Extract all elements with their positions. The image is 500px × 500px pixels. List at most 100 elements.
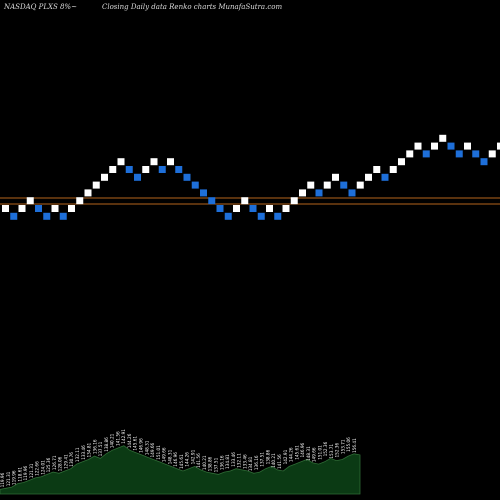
renko-brick-up (290, 197, 298, 205)
renko-brick-up (150, 158, 158, 166)
renko-brick-down (472, 150, 480, 158)
price-label: 148.31 (144, 440, 149, 455)
renko-brick-down (274, 212, 282, 220)
renko-brick-up (76, 197, 84, 205)
price-label: 156.41 (352, 438, 357, 453)
renko-brick-up (101, 173, 108, 181)
renko-brick-down (208, 197, 216, 205)
price-label: 130.76 (69, 452, 74, 467)
renko-brick-down (183, 173, 191, 181)
renko-brick-down (216, 205, 224, 212)
renko-brick-up (282, 205, 290, 212)
price-label: 125.36 (46, 457, 51, 472)
renko-brick-up (241, 197, 249, 205)
price-label: 119.96 (0, 472, 5, 487)
price-label: 126.71 (52, 455, 57, 470)
price-label: 136.16 (254, 455, 259, 470)
renko-brick-down (224, 212, 232, 220)
renko-brick-up (373, 166, 381, 173)
price-label: 155.06 (346, 437, 351, 452)
renko-brick-down (158, 166, 166, 173)
renko-brick-down (43, 212, 51, 220)
renko-brick-up (464, 142, 471, 150)
renko-brick-up (398, 158, 405, 166)
price-label: 144.26 (127, 433, 132, 448)
renko-brick-up (68, 205, 75, 212)
renko-brick-down (447, 142, 455, 150)
price-label: 136.16 (92, 439, 97, 454)
price-label: 145.61 (133, 436, 138, 451)
price-label: 146.96 (139, 438, 144, 453)
renko-brick-up (167, 158, 174, 166)
renko-brick-up (414, 142, 422, 150)
price-label: 153.71 (341, 439, 346, 454)
renko-brick-down (340, 181, 348, 189)
price-label: 133.46 (81, 445, 86, 460)
price-label: 140.21 (202, 455, 207, 470)
renko-brick-up (109, 166, 117, 173)
renko-brick-up (389, 166, 397, 173)
renko-brick-up (2, 205, 9, 212)
renko-brick-up (18, 205, 26, 212)
price-label: 121.31 (29, 463, 34, 478)
renko-brick-down (480, 158, 488, 166)
price-label: 142.91 (121, 429, 126, 444)
price-label: 146.96 (300, 443, 305, 458)
renko-brick-down (35, 205, 42, 212)
price-label: 138.86 (208, 456, 213, 471)
price-label: 133.46 (231, 452, 236, 467)
price-label: 134.81 (87, 443, 92, 458)
renko-brick-up (233, 205, 240, 212)
renko-brick-down (422, 150, 430, 158)
renko-brick-up (356, 181, 364, 189)
price-label: 132.11 (237, 453, 242, 468)
renko-brick-down (175, 166, 183, 173)
renko-brick-down (191, 181, 199, 189)
price-label: 141.56 (115, 431, 120, 446)
price-label: 152.36 (323, 441, 328, 456)
renko-brick-up (332, 173, 339, 181)
price-label: 144.26 (185, 452, 190, 467)
price-label: 128.06 (58, 456, 63, 471)
price-label: 148.31 (306, 446, 311, 461)
renko-brick-down (455, 150, 463, 158)
renko-brick-down (381, 173, 389, 181)
chart-description: Closing Daily data Renko charts MunafaSu… (102, 3, 283, 11)
renko-brick-down (315, 189, 323, 197)
renko-brick-up (307, 181, 315, 189)
renko-brick-up (266, 205, 273, 212)
price-label: 132.11 (75, 447, 80, 462)
volume-area (0, 445, 361, 495)
price-label: 148.31 (167, 449, 172, 464)
price-label: 142.91 (283, 449, 288, 464)
renko-brick-down (125, 166, 133, 173)
price-label: 145.61 (294, 445, 299, 460)
price-label: 145.61 (179, 454, 184, 469)
price-label: 129.41 (64, 454, 69, 469)
renko-brick-up (142, 166, 150, 173)
renko-brick-down (59, 212, 67, 220)
renko-brick-up (51, 205, 59, 212)
price-label: 152.36 (335, 443, 340, 458)
renko-brick-down (348, 189, 356, 197)
renko-brick-up (488, 150, 496, 158)
price-label: 124.01 (40, 460, 45, 475)
price-label: 137.51 (214, 457, 219, 472)
renko-brick-up (439, 134, 447, 142)
renko-brick-up (92, 181, 100, 189)
renko-brick-up (497, 142, 500, 150)
price-label: 137.51 (260, 452, 265, 467)
renko-brick-up (26, 197, 34, 205)
renko-brick-up (431, 142, 438, 150)
price-label: 119.96 (23, 466, 28, 481)
renko-brick-up (365, 173, 372, 181)
price-label: 149.66 (150, 443, 155, 458)
renko-brick-down (10, 212, 18, 220)
price-label: 140.21 (110, 433, 115, 448)
price-label: 144.26 (289, 447, 294, 462)
price-label: 138.86 (104, 437, 109, 452)
price-label: 134.81 (248, 456, 253, 471)
price-label: 149.66 (162, 447, 167, 462)
